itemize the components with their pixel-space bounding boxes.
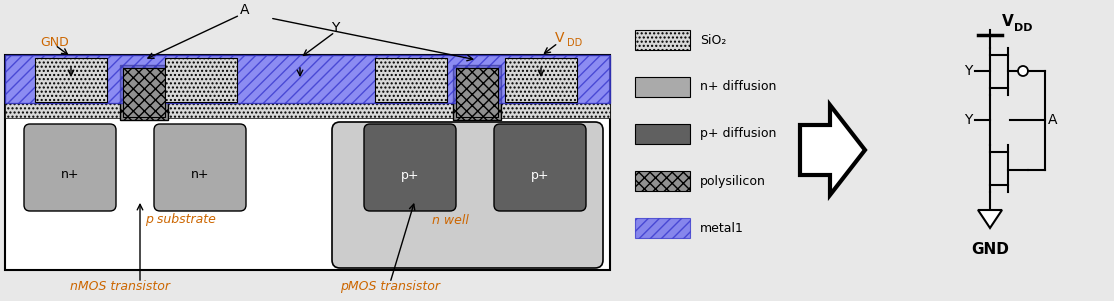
Text: Y: Y	[964, 113, 973, 127]
Text: metal1: metal1	[700, 222, 744, 234]
Text: Y: Y	[964, 64, 973, 78]
Bar	[505, 58, 577, 102]
Bar	[456, 68, 498, 117]
Bar	[120, 65, 168, 120]
FancyBboxPatch shape	[494, 124, 586, 211]
Text: n+: n+	[190, 169, 209, 182]
Bar	[635, 77, 690, 97]
Bar	[635, 124, 690, 144]
Text: n+ diffusion: n+ diffusion	[700, 80, 776, 94]
Text: n+: n+	[61, 169, 79, 182]
Text: pMOS transistor: pMOS transistor	[340, 280, 440, 293]
Text: p+: p+	[530, 169, 549, 182]
Bar	[165, 58, 237, 102]
FancyBboxPatch shape	[332, 122, 603, 268]
Polygon shape	[978, 210, 1001, 228]
FancyBboxPatch shape	[364, 124, 456, 211]
FancyBboxPatch shape	[154, 124, 246, 211]
Bar	[635, 218, 690, 238]
Text: V: V	[555, 31, 565, 45]
Bar	[635, 171, 690, 191]
Bar	[35, 58, 107, 102]
Circle shape	[1018, 66, 1028, 76]
Text: GND: GND	[40, 36, 69, 48]
Bar	[4, 55, 610, 270]
Text: DD: DD	[1014, 23, 1033, 33]
Bar	[375, 58, 447, 102]
Text: SiO₂: SiO₂	[700, 33, 726, 46]
Bar	[123, 68, 165, 117]
Text: nMOS transistor: nMOS transistor	[70, 280, 170, 293]
Text: A: A	[241, 3, 250, 17]
Text: polysilicon: polysilicon	[700, 175, 766, 188]
Text: p+: p+	[401, 169, 419, 182]
Bar	[4, 55, 610, 103]
Text: Y: Y	[331, 21, 339, 35]
Text: GND: GND	[971, 243, 1009, 257]
Text: V: V	[1001, 14, 1014, 29]
Polygon shape	[800, 105, 864, 195]
Text: p+ diffusion: p+ diffusion	[700, 128, 776, 141]
Text: n well: n well	[431, 213, 469, 226]
FancyBboxPatch shape	[25, 124, 116, 211]
Text: DD: DD	[567, 38, 583, 48]
Bar	[635, 30, 690, 50]
Bar	[4, 103, 610, 118]
Bar	[453, 65, 501, 120]
Text: A: A	[1048, 113, 1057, 127]
Text: p substrate: p substrate	[145, 213, 215, 226]
